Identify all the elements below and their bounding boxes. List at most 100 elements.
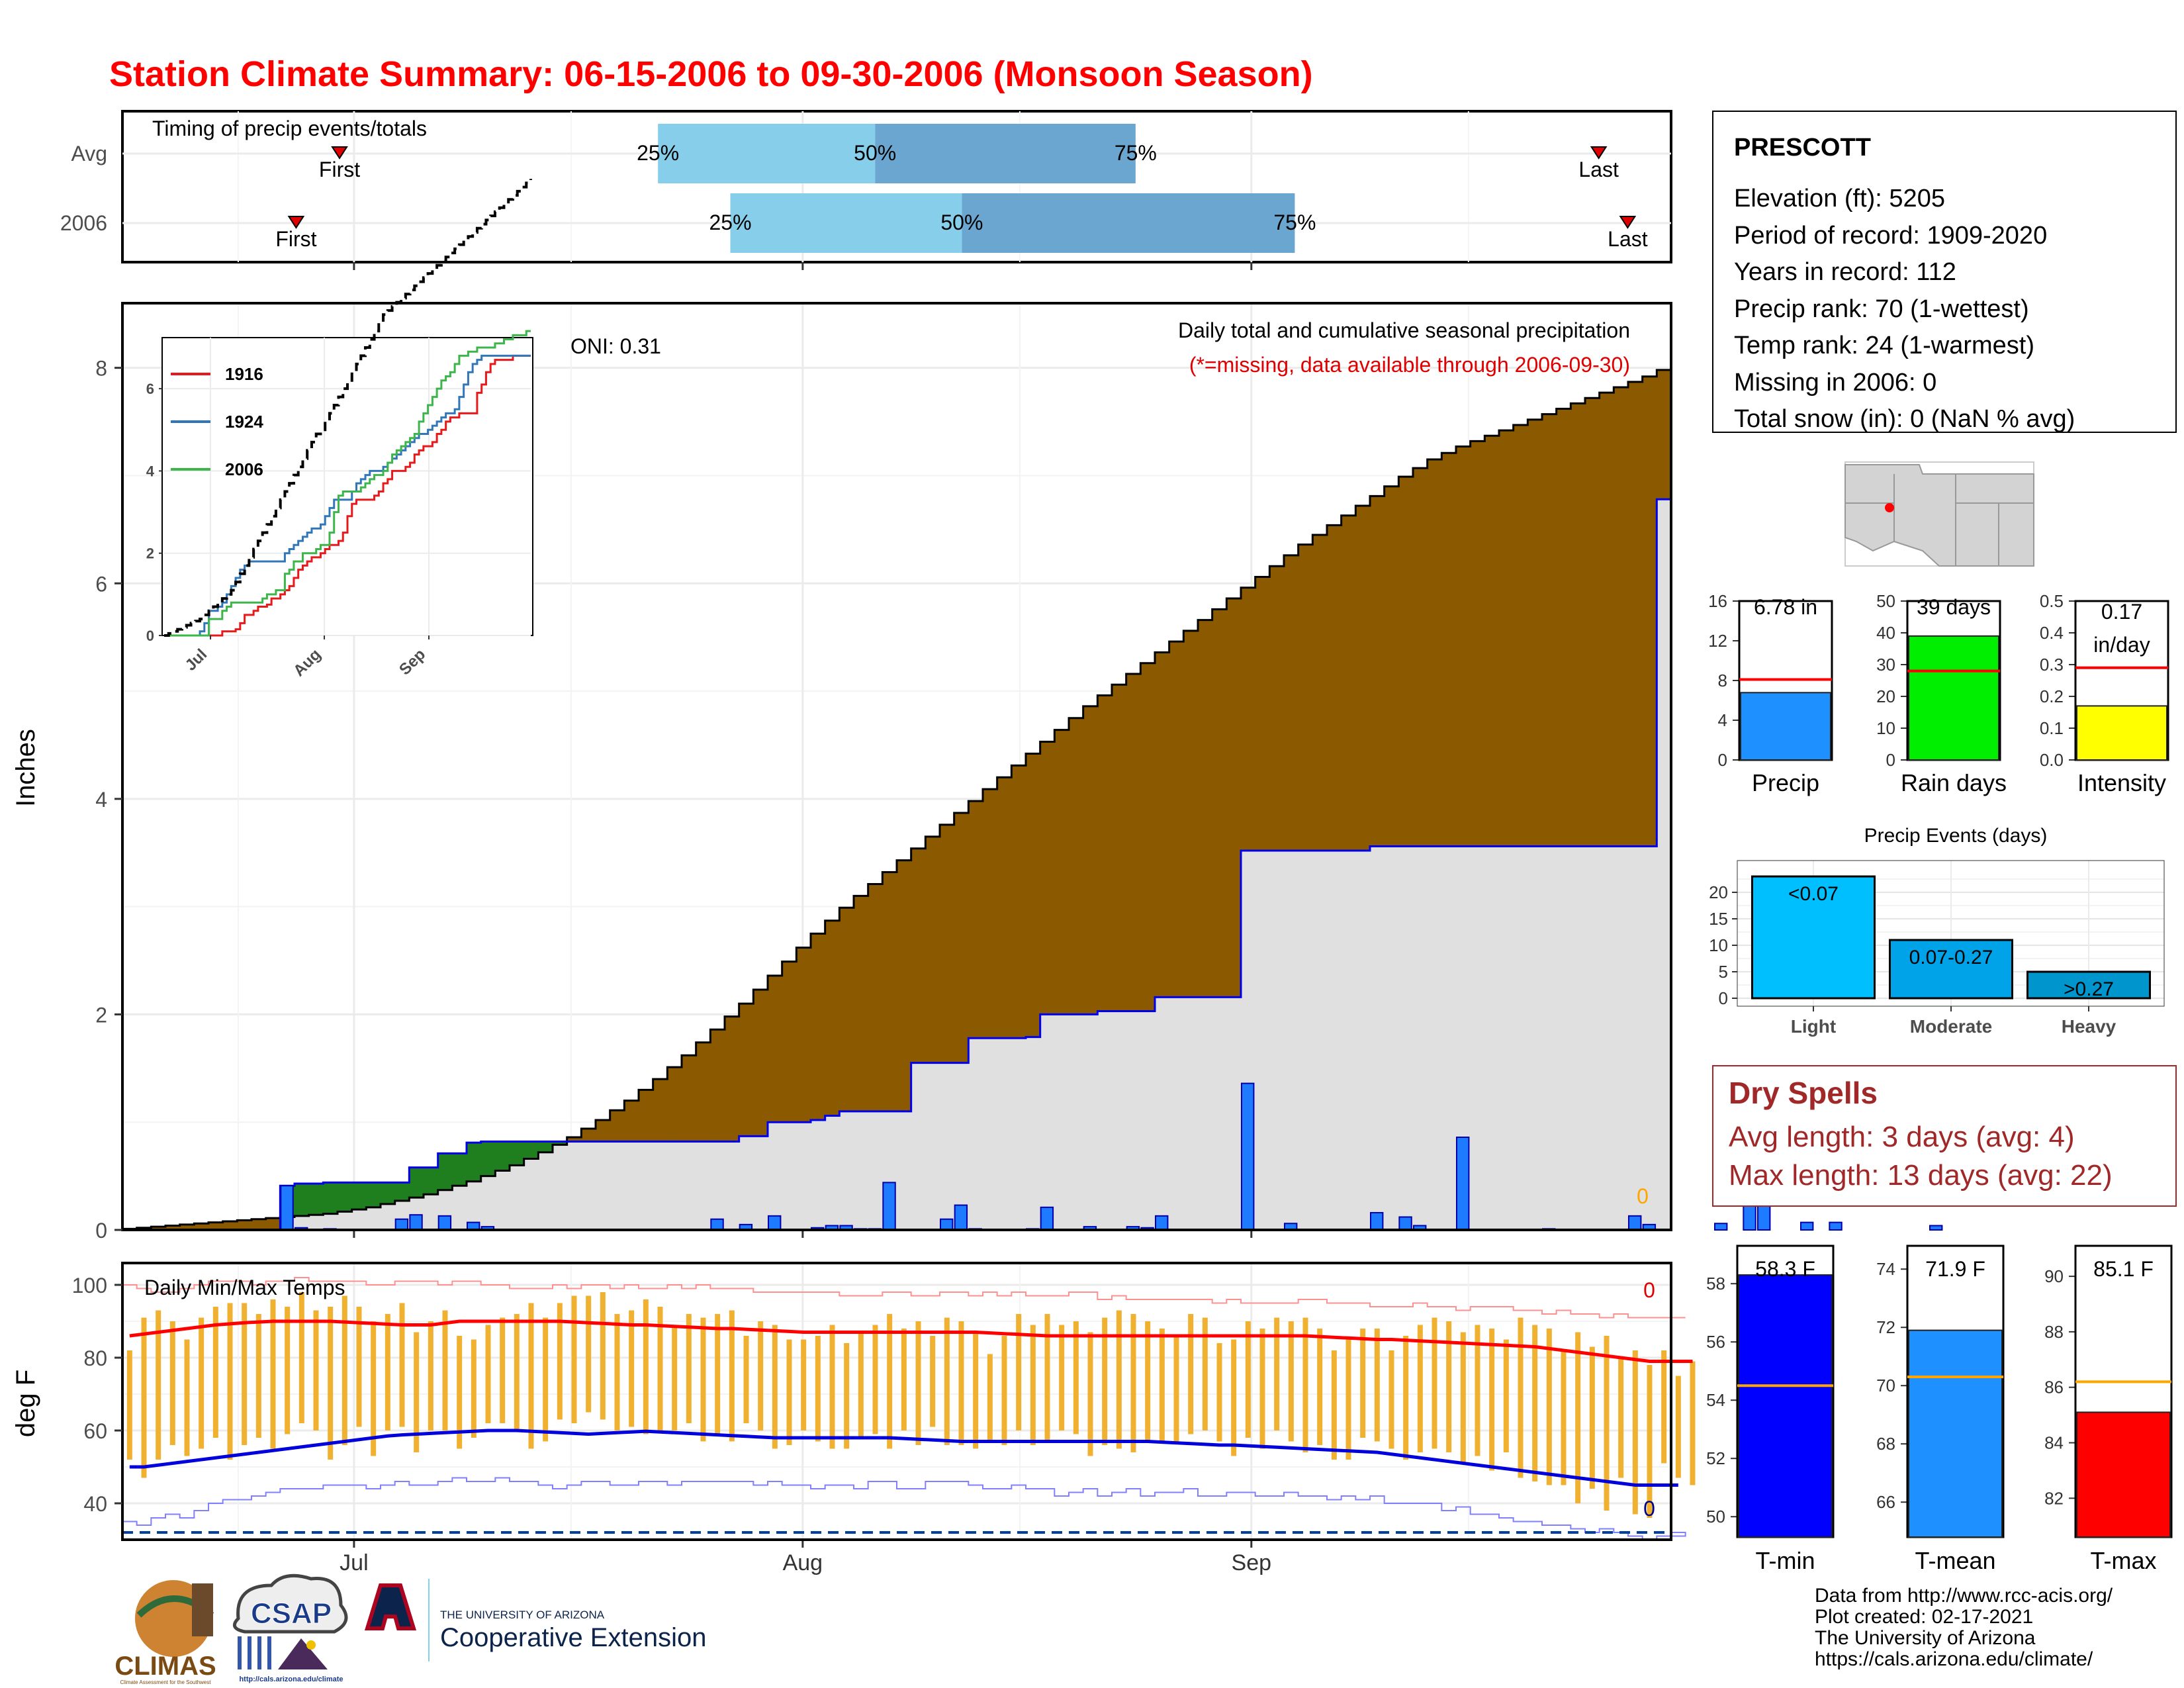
deficit-segment (753, 989, 768, 1137)
legend-2006: 2006 (225, 459, 263, 479)
daily-precip-bar (1370, 1211, 1384, 1231)
deficit-segment (667, 1067, 682, 1142)
timing-marker-avg-last (1590, 146, 1608, 160)
deficit-segment (997, 777, 1012, 1039)
events-ytick-label-0: 0 (1719, 988, 1728, 1008)
daily-precip-bar (954, 1204, 968, 1231)
surplus-segment (381, 1182, 396, 1204)
climas-logo: CLIMAS Climate Assessment for the Southw… (114, 1580, 216, 1685)
deficit-segment (1083, 706, 1098, 1015)
deficit-segment (1470, 441, 1485, 847)
temp-title: Daily Min/Max Temps (144, 1276, 345, 1299)
deficit-segment (1212, 609, 1227, 998)
events-category-2: Heavy (2062, 1016, 2116, 1037)
deficit-segment (696, 1042, 711, 1142)
deficit-segment (1599, 393, 1614, 847)
summary-tick-label-2-1: 0.1 (2040, 718, 2064, 738)
timing-pct-label-avg-p25: 25% (637, 141, 679, 165)
deficit-segment (1341, 515, 1356, 851)
deficit-segment (782, 961, 797, 1123)
location-map (1844, 461, 2034, 567)
summary-value-label-1: 39 days (1917, 595, 1991, 619)
surplus-segment (338, 1182, 353, 1212)
deficit-segment (1370, 496, 1385, 847)
main-ytick-label-4: 8 (95, 357, 107, 381)
surplus-segment (480, 1141, 496, 1176)
deficit-segment (710, 1029, 725, 1142)
main-ytick-label-2: 4 (95, 788, 107, 812)
missing-count: 0 (1637, 1184, 1649, 1208)
daily-precip-bar (1714, 1223, 1728, 1231)
deficit-segment (1542, 414, 1557, 847)
tsum-bar-2 (2076, 1411, 2171, 1538)
deficit-segment (796, 947, 811, 1123)
deficit-segment (237, 1220, 252, 1230)
record-min-line (122, 1477, 1686, 1540)
events-category-0: Light (1791, 1016, 1836, 1037)
events-ytick-label-4: 20 (1709, 882, 1728, 902)
avg-max-line (129, 1319, 1693, 1363)
tsum-tick-label-2-0: 82 (2044, 1488, 2064, 1508)
csap-logo-text: CSAP (251, 1597, 332, 1630)
deficit-segment (1040, 741, 1055, 1015)
deficit-segment (251, 1219, 267, 1230)
deficit-segment (811, 933, 826, 1120)
daily-precip-bar (1398, 1216, 1412, 1231)
tsum-bar-0 (1738, 1274, 1833, 1538)
deficit-segment (1183, 630, 1199, 998)
daily-precip-bar (1628, 1215, 1642, 1231)
tsum-tick-label-2-4: 90 (2044, 1266, 2064, 1286)
timing-pct-label-avg-p75: 75% (1115, 141, 1157, 165)
summary-bar-1 (1908, 635, 1999, 761)
summary-tick-label-0-0: 0 (1718, 750, 1727, 770)
deficit-segment (1499, 430, 1514, 847)
tsum-tick-label-0-4: 58 (1706, 1274, 1725, 1293)
deficit-segment (1556, 408, 1571, 847)
deficit-segment (1155, 652, 1170, 998)
deficit-segment (1628, 381, 1643, 847)
deficit-segment (1298, 544, 1313, 851)
events-ytick-label-2: 10 (1709, 935, 1728, 955)
timing-marker-avg-first (331, 146, 348, 160)
surplus-segment (510, 1141, 525, 1166)
legend-1924: 1924 (225, 412, 263, 432)
tsum-tick-label-1-1: 68 (1876, 1434, 1895, 1454)
deficit-segment (194, 1223, 209, 1230)
deficit-segment (1112, 684, 1127, 1011)
temp-ytick-label-2: 80 (83, 1346, 107, 1370)
deficit-segment (1284, 555, 1299, 851)
deficit-segment (983, 789, 998, 1039)
tsum-bar-1 (1908, 1329, 2003, 1538)
deficit-segment (725, 1016, 740, 1142)
average-cumulative-line (122, 369, 1671, 1230)
inset-lines (164, 179, 532, 637)
summary-value-label-2: in/day (2093, 633, 2150, 657)
deficit-segment (653, 1079, 668, 1142)
deficit-segment (940, 824, 955, 1063)
temp-ytick-label-3: 100 (72, 1274, 107, 1297)
daily-precip-bar (1155, 1215, 1169, 1231)
record-max-line (122, 1277, 1686, 1319)
deficit-segment (839, 908, 854, 1111)
summary-bar-charts: 0 4 8 12 16 6.78 in Precip 0 10 20 30 40 50 39 days Ra… (1708, 591, 2169, 796)
daily-precip-bar (409, 1214, 423, 1231)
ua-logo: THE UNIVERSITY OF ARIZONA Cooperative Ex… (364, 1579, 706, 1662)
summary-tick-label-1-2: 20 (1876, 686, 1895, 706)
events-bar-label-0: <0.07 (1788, 883, 1839, 905)
deficit-segment (1441, 453, 1457, 847)
deficit-segment (854, 896, 869, 1111)
daily-precip-bar (394, 1218, 409, 1231)
main-y-ticks: 0 2 4 6 8 (95, 357, 122, 1243)
temp-min-missing: 0 (1643, 1497, 1655, 1521)
daily-precip-bar (768, 1215, 782, 1231)
timing-label-y2006-last: Last (1608, 227, 1648, 251)
x-axis-month-labels: Jul Aug Sep (340, 1550, 1271, 1575)
deficit-segment (624, 1100, 639, 1142)
deficit-segment (1198, 620, 1213, 998)
summary-tick-label-1-0: 0 (1886, 750, 1895, 770)
missing-note: (*=missing, data available through 2006-… (1189, 353, 1630, 377)
events-title: Precip Events (days) (1864, 825, 2048, 847)
events-bars: 0 5 10 15 20 <0.07 Light 0.07-0.27 Moderate >0.27… (1709, 861, 2164, 1037)
